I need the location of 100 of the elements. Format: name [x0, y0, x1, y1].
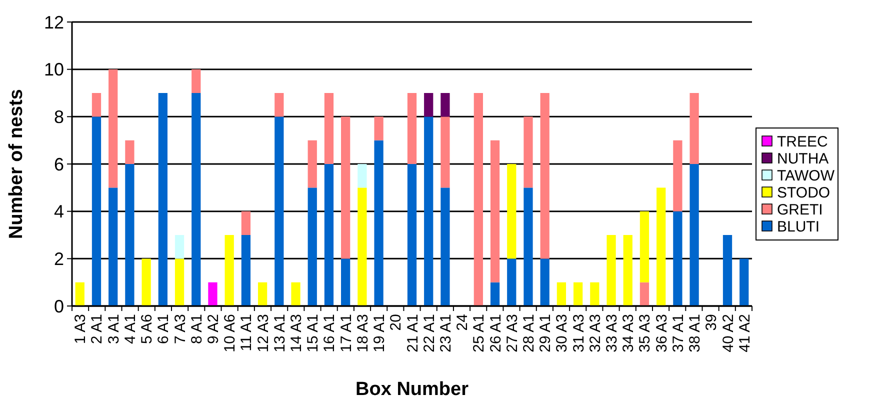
bar [324, 164, 334, 306]
bar [374, 140, 384, 306]
bar [291, 282, 300, 306]
bar [623, 235, 632, 306]
bar [274, 93, 284, 117]
legend-label: BLUTI [777, 218, 820, 236]
bar [358, 164, 367, 188]
x-tick-label: 3 A1 [105, 314, 122, 344]
x-tick-label: 21 A1 [404, 314, 422, 352]
bar [407, 93, 417, 164]
x-tick-label: 27 A3 [504, 314, 521, 352]
x-tick-label: 13 A1 [271, 314, 288, 352]
legend-label: NUTHA [777, 150, 829, 168]
bar [174, 258, 184, 306]
x-tick-label: 26 A1 [487, 314, 504, 352]
x-tick-label: 30 A3 [554, 314, 571, 352]
bar [158, 93, 168, 306]
bar [590, 282, 600, 306]
legend-label: TREEC [777, 133, 828, 150]
x-tick-label: 41 A2 [736, 314, 754, 352]
bar [308, 140, 317, 188]
bar [424, 93, 434, 117]
x-tick-label: 10 A6 [222, 314, 239, 352]
x-tick-label: 12 A3 [254, 314, 272, 352]
bar [540, 93, 550, 259]
x-tick-label: 5 A6 [138, 314, 156, 344]
bar [75, 282, 84, 306]
bar [573, 282, 583, 306]
bar [673, 140, 682, 212]
legend-label: GRETI [777, 201, 823, 218]
bar [208, 282, 218, 306]
x-tick-label: 20 [388, 314, 405, 331]
bar [108, 188, 118, 306]
y-tick-label: 4 [54, 202, 64, 222]
bar [440, 93, 450, 117]
x-tick-label: 17 A1 [338, 314, 355, 352]
bar [92, 116, 102, 306]
x-tick-label: 36 A3 [653, 314, 670, 352]
legend-label: TAWOW [777, 167, 836, 184]
bar [258, 282, 268, 306]
bar [92, 93, 102, 117]
y-tick-label: 0 [54, 296, 64, 316]
bar [640, 211, 650, 282]
x-tick-label: 14 A3 [288, 314, 306, 352]
bar [192, 69, 201, 93]
bar [274, 116, 284, 306]
bar [507, 258, 516, 306]
bar [690, 164, 699, 306]
x-tick-label: 15 A1 [304, 314, 322, 352]
y-tick-label: 6 [54, 154, 64, 174]
x-tick-label: 23 A1 [437, 314, 454, 352]
x-tick-label: 18 A3 [354, 314, 372, 352]
x-tick-label: 33 A3 [604, 314, 621, 352]
x-tick-label: 19 A1 [371, 314, 388, 352]
bar [407, 164, 417, 306]
bar [241, 211, 251, 235]
bar [424, 116, 434, 306]
bar [507, 164, 516, 259]
legend-label: STODO [777, 184, 830, 202]
y-tick-label: 8 [54, 106, 64, 127]
bar [108, 69, 118, 188]
bar [308, 188, 317, 306]
x-tick-label: 4 A1 [122, 314, 139, 344]
bar [241, 235, 251, 306]
bar [125, 140, 134, 164]
bar [740, 258, 749, 306]
bar [490, 282, 500, 306]
bar [673, 211, 682, 306]
bar [324, 93, 334, 164]
bar [341, 258, 350, 306]
bar [440, 116, 450, 188]
bar [540, 258, 550, 306]
y-axis-title: Number of nests [6, 89, 27, 239]
x-tick-label: 29 A1 [537, 314, 554, 352]
bar [690, 93, 699, 164]
bar [524, 116, 533, 188]
x-tick-label: 22 A1 [420, 314, 438, 352]
bar [474, 93, 483, 306]
x-tick-label: 35 A3 [636, 314, 654, 352]
bar [192, 93, 201, 306]
x-tick-label: 38 A1 [686, 314, 704, 352]
bar [722, 235, 732, 306]
x-tick-label: 11 A1 [238, 314, 256, 352]
bar [656, 188, 666, 306]
x-tick-label: 34 A3 [620, 314, 638, 352]
x-tick-label: 1 A3 [72, 314, 90, 344]
x-tick-label: 7 A3 [172, 314, 189, 344]
bar [440, 188, 450, 306]
x-axis-title: Box Number [356, 379, 470, 400]
bar [142, 258, 151, 306]
bar [224, 235, 234, 306]
x-tick-label: 37 A1 [670, 314, 687, 352]
x-tick-label: 16 A1 [321, 314, 338, 352]
bar [374, 116, 384, 140]
x-tick-label: 32 A3 [586, 314, 604, 352]
x-tick-label: 39 [703, 314, 720, 331]
y-tick-label: 12 [44, 12, 64, 32]
bar [358, 188, 367, 306]
y-tick-label: 10 [44, 60, 64, 80]
x-tick-label: 6 A1 [155, 314, 172, 344]
